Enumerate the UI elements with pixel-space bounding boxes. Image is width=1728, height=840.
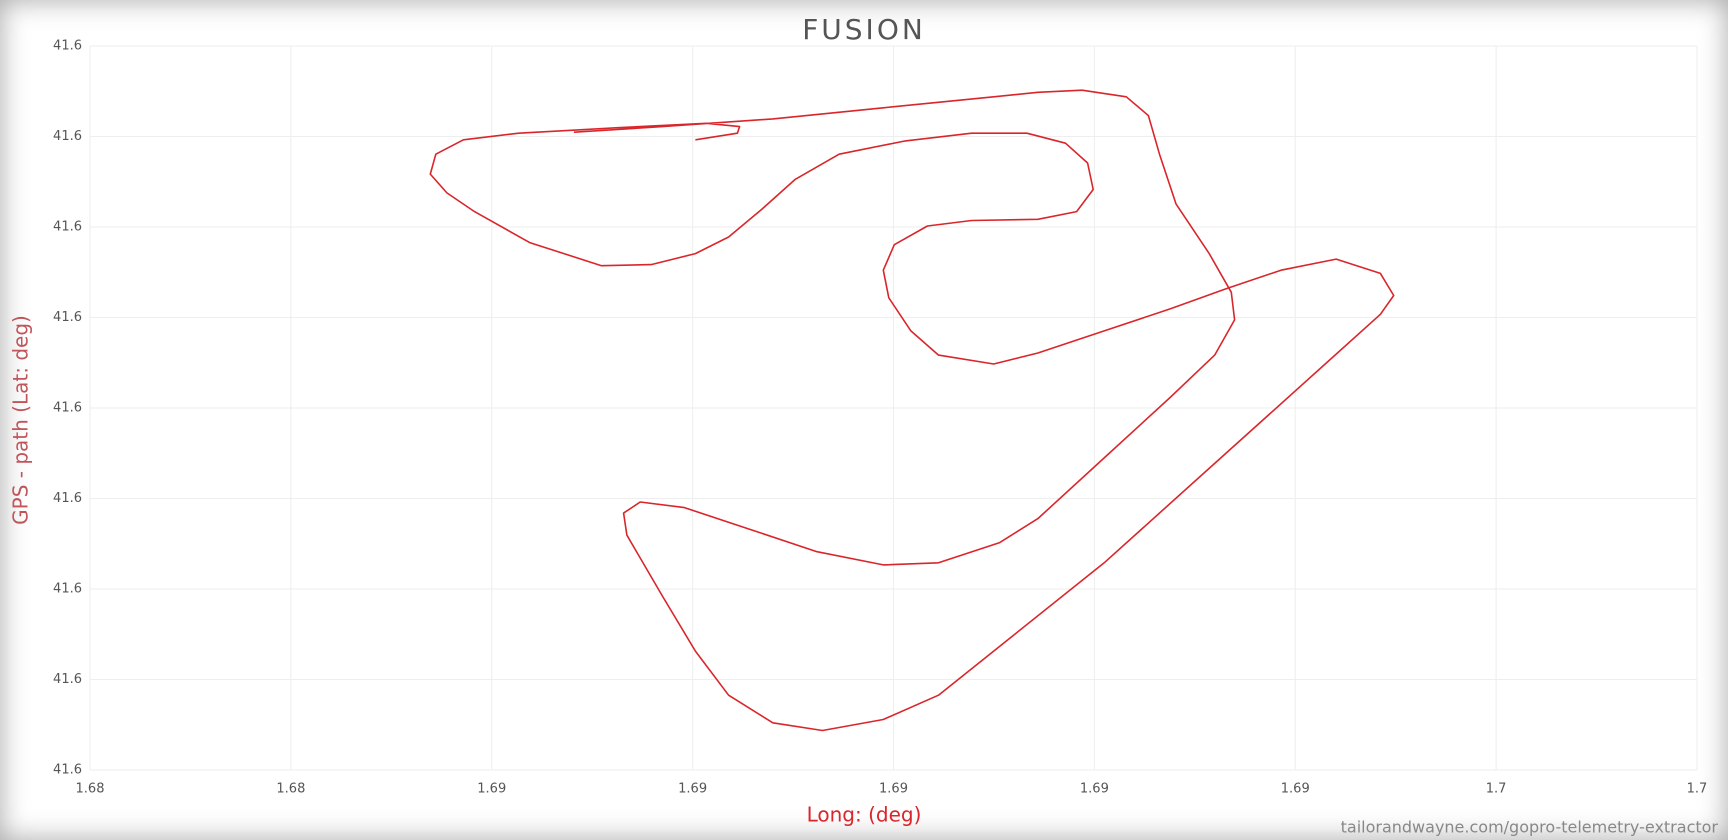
x-tick-label: 1.69 [1080,782,1109,797]
x-tick-label: 1.68 [76,782,105,797]
y-tick-label: 41.6 [53,582,82,597]
x-tick-label: 1.69 [477,782,506,797]
x-tick-label: 1.69 [1281,782,1310,797]
y-tick-label: 41.6 [53,491,82,506]
y-tick-label: 41.6 [53,401,82,416]
y-tick-label: 41.6 [53,220,82,235]
x-tick-label: 1.7 [1486,782,1507,797]
y-tick-label: 41.6 [53,39,82,54]
y-tick-label: 41.6 [53,763,82,778]
y-axis-label: GPS - path (Lat: deg) [9,315,33,525]
y-tick-label: 41.6 [53,310,82,325]
x-tick-label: 1.69 [678,782,707,797]
x-tick-label: 1.68 [276,782,305,797]
x-axis-label: Long: (deg) [807,803,922,827]
y-tick-label: 41.6 [53,129,82,144]
source-note: tailorandwayne.com/gopro-telemetry-extra… [1341,818,1719,837]
y-tick-label: 41.6 [53,672,82,687]
gps-path [429,89,1395,732]
x-tick-label: 1.69 [879,782,908,797]
chart-title: FUSION [802,13,926,46]
x-tick-label: 1.7 [1687,782,1708,797]
